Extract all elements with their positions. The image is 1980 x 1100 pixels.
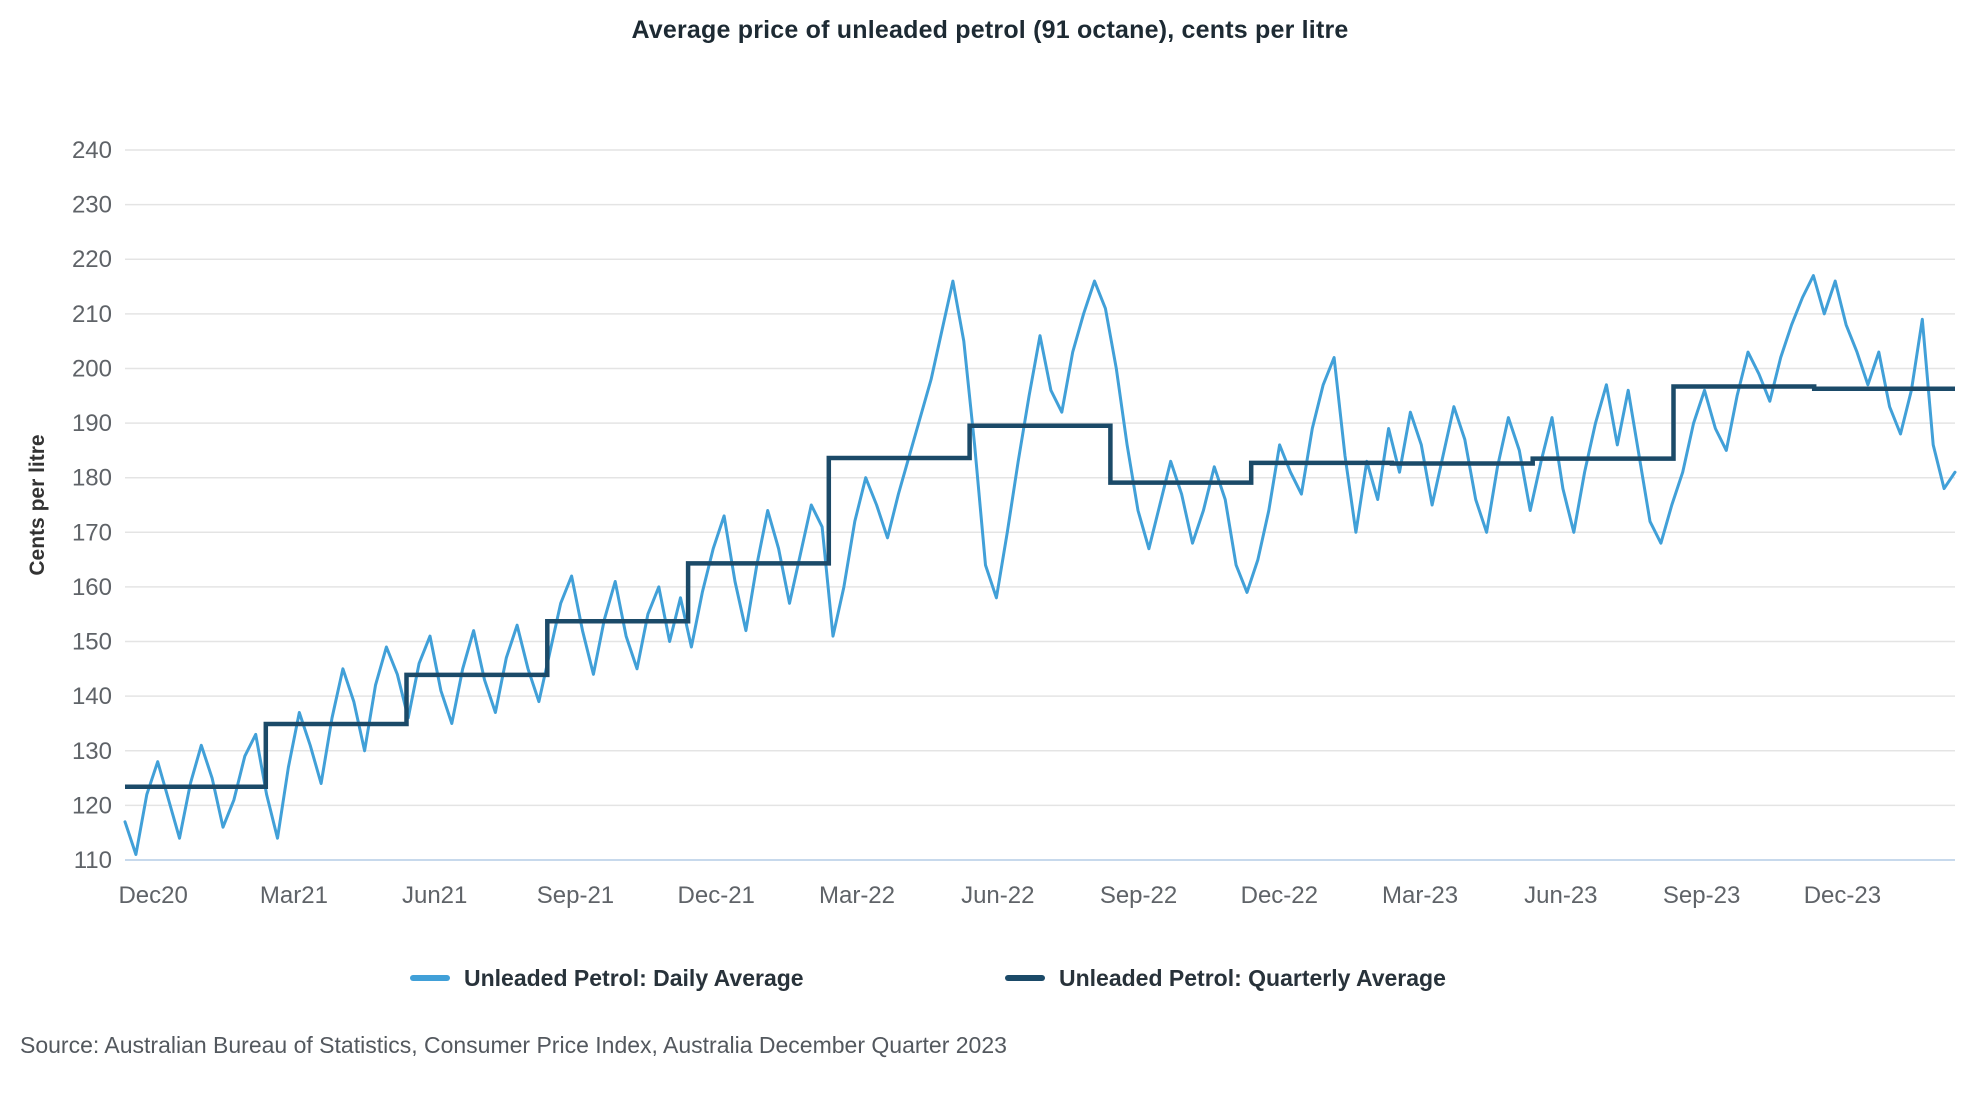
y-axis-title: Cents per litre [26,434,49,575]
legend-item-daily: Unleaded Petrol: Daily Average [410,962,804,994]
legend-item-quarterly: Unleaded Petrol: Quarterly Average [1005,962,1446,994]
x-tick-label: Jun-23 [1524,882,1597,909]
y-tick-label: 180 [72,465,112,492]
y-tick-label: 110 [74,847,112,874]
y-tick-label: 220 [72,246,112,273]
legend-quarterly-label: Unleaded Petrol: Quarterly Average [1059,964,1446,991]
legend-daily-label: Unleaded Petrol: Daily Average [464,964,804,991]
daily-average-line [123,274,1957,856]
x-tick-label: Jun-22 [961,882,1034,909]
x-tick-label: Dec20 [118,882,187,909]
x-tick-label: Mar21 [260,882,328,909]
y-tick-label: 170 [72,519,112,546]
x-tick-label: Sep-21 [537,882,614,909]
y-tick-label: 160 [72,574,112,601]
y-tick-label: 240 [72,137,112,164]
daily-series-swatch-icon [410,975,450,981]
x-tick-label: Sep-22 [1100,882,1177,909]
x-tick-label: Dec-21 [678,882,755,909]
x-tick-label: Sep-23 [1663,882,1740,909]
y-tick-label: 190 [72,410,112,437]
x-tick-label: Jun21 [402,882,467,909]
quarterly-series-swatch-icon [1005,975,1045,981]
y-tick-label: 130 [72,738,112,765]
x-tick-label: Mar-22 [819,882,895,909]
x-tick-label: Dec-22 [1241,882,1318,909]
chart-title: Average price of unleaded petrol (91 oct… [631,16,1349,44]
y-tick-label: 140 [72,683,112,710]
y-tick-label: 200 [72,355,112,382]
source-note: Source: Australian Bureau of Statistics,… [20,1032,1007,1058]
x-tick-label: Mar-23 [1382,882,1458,909]
y-tick-label: 210 [72,301,112,328]
quarterly-average-line [125,384,1955,790]
y-tick-label: 120 [72,792,112,819]
y-tick-label: 150 [72,629,112,656]
x-tick-label: Dec-23 [1804,882,1881,909]
y-tick-label: 230 [72,192,112,219]
